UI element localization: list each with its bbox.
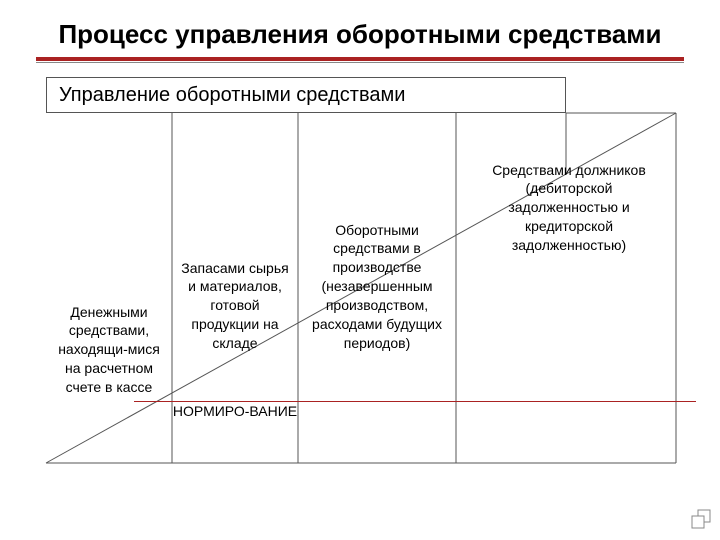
corner-decoration-icon xyxy=(688,508,714,534)
column-4-text: Средствами должников (дебиторской задолж… xyxy=(468,161,670,255)
diagram-area: Управление оборотными средствами Денежны… xyxy=(36,63,684,483)
top-category-box: Управление оборотными средствами xyxy=(46,77,566,113)
slide: Процесс управления оборотными средствами… xyxy=(0,0,720,540)
column-1-text: Денежными средствами, находящи-мися на р… xyxy=(46,303,172,397)
title-rule xyxy=(36,57,684,61)
column-2-sublabel: НОРМИРО-ВАНИЕ xyxy=(172,403,298,419)
slide-title: Процесс управления оборотными средствами xyxy=(36,18,684,51)
column-2-text: Запасами сырья и материалов, готовой про… xyxy=(172,259,298,353)
column-3-text: Оборотными средствами в производстве (не… xyxy=(298,221,456,353)
normirovanie-underline xyxy=(134,401,696,402)
